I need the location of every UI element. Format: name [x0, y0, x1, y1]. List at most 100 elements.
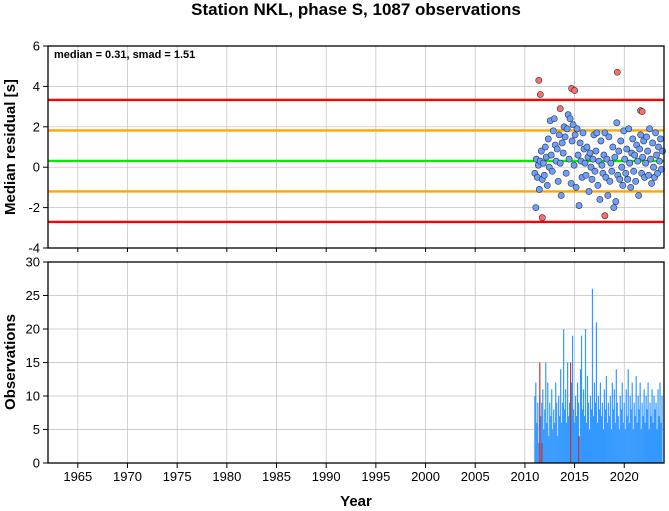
y-tick-label: 2	[33, 119, 40, 134]
residual-point	[606, 177, 614, 185]
residual-point	[555, 131, 563, 139]
residual-point	[618, 163, 626, 171]
residual-point	[656, 157, 663, 165]
residual-point	[611, 153, 619, 161]
residual-point	[562, 169, 570, 177]
residual-point	[634, 157, 642, 165]
residual-point	[596, 196, 604, 203]
observations-y-tick-labels: 0 5 10 15 20 25 30	[26, 255, 48, 471]
y-tick-label: 15	[26, 355, 40, 370]
y-tick-label: 25	[26, 288, 40, 303]
residual-point	[535, 186, 543, 193]
residual-point	[597, 137, 605, 145]
x-axis-label: Year	[340, 493, 372, 510]
residual-point	[543, 181, 551, 189]
residual-point	[557, 192, 565, 199]
y-tick-label: 4	[33, 79, 40, 94]
residual-point	[556, 159, 564, 167]
residual-point	[592, 147, 600, 155]
x-tick-label: 1995	[361, 469, 390, 484]
residual-point	[622, 169, 630, 177]
residual-point	[586, 149, 594, 157]
residual-point	[649, 139, 656, 147]
residual-point	[567, 179, 575, 187]
residual-point	[602, 173, 610, 181]
y-tick-label: 5	[33, 422, 40, 437]
residual-point	[561, 133, 569, 141]
y-tick-label: 20	[26, 322, 40, 337]
chart-title: Station NKL, phase S, 1087 observations	[191, 0, 521, 19]
observations-panel: 0 5 10 15 20 25 30 1965 1970 1975 1980 1985 1990 199…	[2, 248, 665, 510]
residual-point	[547, 151, 555, 159]
residual-point	[550, 115, 558, 123]
statistics-annotation: median = 0.31, smad = 1.51	[54, 49, 195, 61]
residual-point	[571, 131, 579, 139]
x-tick-label: 2005	[461, 469, 490, 484]
residual-point	[632, 177, 640, 185]
residual-point	[655, 143, 662, 151]
residual-point	[541, 143, 549, 151]
residual-point	[608, 167, 616, 175]
residual-point	[644, 147, 652, 155]
outlier-point	[613, 68, 621, 76]
residual-point	[624, 175, 632, 183]
residual-point	[610, 204, 618, 211]
outlier-point	[601, 212, 609, 220]
residual-point	[647, 155, 654, 163]
residual-point	[582, 171, 590, 179]
y-tick-label: 6	[33, 39, 40, 54]
y-tick-label: 10	[26, 389, 40, 404]
residual-point	[537, 147, 545, 155]
residual-panel: -4 -2 0 2 4 6 median = 0.31, smad = 1.51 Medi…	[2, 39, 666, 256]
residual-point	[549, 127, 557, 135]
y-tick-label: -4	[28, 241, 40, 256]
outlier-point	[535, 76, 543, 84]
residual-point	[623, 145, 631, 153]
outlier-point	[571, 87, 578, 94]
residual-point	[621, 155, 629, 163]
residual-point	[635, 192, 643, 199]
residual-point	[603, 155, 611, 163]
residual-point	[593, 129, 601, 137]
residual-point	[657, 135, 664, 143]
residual-point	[585, 188, 593, 195]
x-tick-label: 1965	[63, 469, 92, 484]
residual-point	[540, 171, 548, 179]
residual-point	[607, 159, 615, 167]
residual-point	[636, 145, 644, 153]
residual-point	[554, 177, 562, 185]
residual-points	[531, 68, 666, 222]
residual-point	[625, 125, 633, 133]
x-tick-label: 1975	[163, 469, 192, 484]
residual-point	[591, 167, 599, 175]
residual-point	[630, 167, 638, 175]
residual-point	[563, 125, 571, 133]
residual-point	[572, 183, 580, 191]
residual-point	[559, 149, 567, 157]
residual-point	[581, 159, 589, 167]
residual-point	[613, 119, 621, 127]
residual-point	[605, 133, 613, 141]
residual-point	[639, 153, 647, 161]
x-tick-label: 1990	[312, 469, 341, 484]
residual-plot-frame	[47, 45, 665, 249]
residual-point	[539, 159, 547, 167]
residual-point	[568, 137, 576, 145]
residual-point	[594, 181, 602, 189]
outlier-point	[556, 105, 564, 113]
residual-point	[653, 151, 660, 159]
observations-y-axis-label: Observations	[2, 314, 19, 410]
x-tick-label: 1980	[212, 469, 241, 484]
residual-point	[609, 143, 617, 151]
residual-point	[548, 167, 556, 175]
residual-point	[598, 161, 606, 169]
residual-point	[642, 159, 650, 167]
residual-point	[616, 175, 624, 183]
residual-point	[573, 125, 581, 133]
observations-bars	[534, 288, 663, 463]
residual-point	[629, 135, 637, 143]
residual-point	[565, 155, 573, 163]
residual-point	[558, 139, 566, 147]
residual-point	[579, 129, 587, 137]
